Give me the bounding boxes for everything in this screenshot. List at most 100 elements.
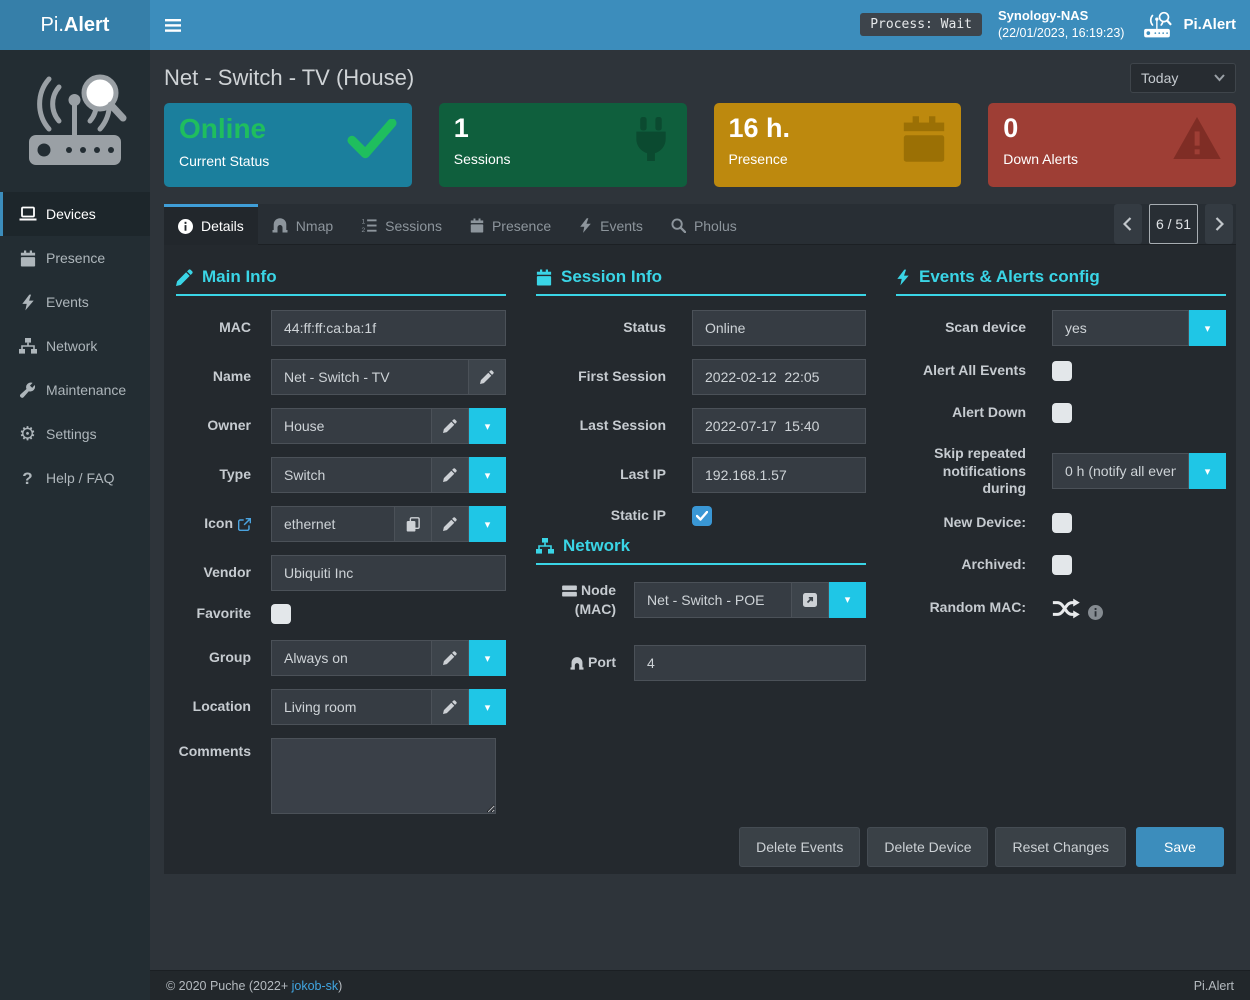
sidebar-item-help[interactable]: ? Help / FAQ bbox=[0, 456, 150, 500]
bolt-icon bbox=[897, 269, 909, 285]
sidebar-brand[interactable]: Pi. Alert bbox=[0, 0, 150, 50]
status-input[interactable] bbox=[692, 310, 866, 346]
type-input[interactable] bbox=[271, 457, 432, 493]
open-node-button[interactable] bbox=[792, 581, 829, 618]
hamburger-icon bbox=[165, 18, 181, 32]
edit-name-button[interactable] bbox=[469, 359, 506, 395]
page-title: Net - Switch - TV (House) bbox=[164, 65, 415, 90]
card-label: Down Alerts bbox=[1003, 151, 1078, 168]
delete-device-button[interactable]: Delete Device bbox=[867, 827, 989, 867]
archived-checkbox[interactable] bbox=[1052, 554, 1072, 575]
location-input[interactable] bbox=[271, 689, 432, 725]
card-sessions[interactable]: 1 Sessions bbox=[438, 103, 687, 187]
sidebar-item-devices[interactable]: Devices bbox=[0, 192, 150, 236]
mac-input[interactable] bbox=[271, 310, 506, 346]
chevron-right-icon bbox=[1215, 217, 1224, 231]
navbar-brand[interactable]: Pi.Alert bbox=[1140, 11, 1236, 39]
prev-device-button[interactable] bbox=[1113, 204, 1142, 244]
location-dropdown-button[interactable]: ▾ bbox=[469, 689, 506, 725]
icon-dropdown-button[interactable]: ▾ bbox=[469, 506, 506, 542]
svg-text:2: 2 bbox=[362, 227, 366, 234]
group-input[interactable] bbox=[271, 640, 432, 676]
field-label-archived: Archived: bbox=[961, 555, 1026, 572]
tab-events[interactable]: Events bbox=[565, 204, 657, 244]
group-dropdown-button[interactable]: ▾ bbox=[469, 640, 506, 676]
section-title: Network bbox=[563, 536, 631, 555]
sidebar-toggle-button[interactable] bbox=[150, 0, 196, 50]
port-input[interactable] bbox=[634, 644, 866, 681]
bolt-icon bbox=[18, 293, 37, 312]
icon-input[interactable] bbox=[271, 506, 395, 542]
field-label-first-session: First Session bbox=[578, 368, 666, 385]
static-ip-checkbox[interactable] bbox=[692, 506, 712, 526]
sidebar-item-maintenance[interactable]: Maintenance bbox=[0, 368, 150, 412]
edit-location-button[interactable] bbox=[432, 689, 469, 725]
last-ip-input[interactable] bbox=[692, 457, 866, 493]
host-info: Synology-NAS (22/01/2023, 16:19:23) bbox=[998, 8, 1125, 41]
edit-icon-button[interactable] bbox=[432, 506, 469, 542]
pencil-icon bbox=[443, 700, 457, 714]
alert-all-events-checkbox[interactable] bbox=[1052, 361, 1072, 381]
card-current-status[interactable]: Online Current Status bbox=[164, 103, 412, 187]
router-search-logo-icon bbox=[29, 74, 127, 165]
card-value: Online bbox=[179, 113, 267, 144]
field-label-last-session: Last Session bbox=[579, 417, 666, 434]
sidebar-item-network[interactable]: Network bbox=[0, 324, 150, 368]
sidebar-item-settings[interactable]: ⚙ Settings bbox=[0, 412, 150, 456]
info-icon[interactable] bbox=[1088, 604, 1103, 620]
process-status-badge: Process: Wait bbox=[860, 13, 982, 37]
copy-icon-button[interactable] bbox=[395, 506, 432, 542]
next-device-button[interactable] bbox=[1205, 204, 1233, 244]
edit-group-button[interactable] bbox=[432, 640, 469, 676]
card-label: Current Status bbox=[179, 152, 270, 169]
sidebar-item-presence[interactable]: Presence bbox=[0, 236, 150, 280]
name-input[interactable] bbox=[271, 359, 469, 395]
field-label-scan-device: Scan device bbox=[945, 319, 1026, 336]
action-buttons: Delete Events Delete Device Reset Change… bbox=[164, 827, 1236, 876]
external-link-icon[interactable] bbox=[238, 518, 251, 532]
edit-type-button[interactable] bbox=[432, 457, 469, 493]
vendor-input[interactable] bbox=[271, 555, 506, 591]
reset-changes-button[interactable]: Reset Changes bbox=[995, 827, 1126, 867]
footer-link[interactable]: jokob-sk bbox=[291, 978, 339, 993]
tab-details[interactable]: Details bbox=[164, 204, 258, 245]
tab-presence[interactable]: Presence bbox=[456, 204, 565, 244]
brand-text-pre: Pi. bbox=[40, 13, 64, 36]
new-device-checkbox[interactable] bbox=[1052, 512, 1072, 533]
skip-notifications-input[interactable] bbox=[1052, 453, 1189, 490]
owner-dropdown-button[interactable]: ▾ bbox=[469, 408, 506, 444]
comments-textarea[interactable] bbox=[271, 738, 496, 814]
page-indicator: 6 / 51 bbox=[1148, 204, 1198, 244]
delete-events-button[interactable]: Delete Events bbox=[739, 827, 861, 867]
type-dropdown-button[interactable]: ▾ bbox=[469, 457, 506, 493]
field-label-icon: Icon bbox=[176, 515, 251, 533]
scan-device-dropdown-button[interactable]: ▾ bbox=[1189, 310, 1226, 346]
card-down-alerts[interactable]: 0 Down Alerts bbox=[988, 103, 1236, 187]
sidebar-item-events[interactable]: Events bbox=[0, 280, 150, 324]
warning-icon bbox=[1173, 116, 1221, 160]
skip-notifications-dropdown-button[interactable]: ▾ bbox=[1189, 453, 1226, 490]
node-mac-input[interactable] bbox=[634, 581, 792, 618]
edit-owner-button[interactable] bbox=[432, 408, 469, 444]
tab-nmap[interactable]: Nmap bbox=[258, 204, 347, 244]
first-session-input[interactable] bbox=[692, 359, 866, 395]
scan-device-input[interactable] bbox=[1052, 310, 1189, 346]
last-session-input[interactable] bbox=[692, 408, 866, 444]
period-select[interactable]: Today bbox=[1130, 63, 1236, 93]
caret-down-icon: ▾ bbox=[484, 518, 491, 531]
field-label-name: Name bbox=[212, 368, 251, 385]
node-dropdown-button[interactable]: ▾ bbox=[829, 581, 866, 618]
card-presence[interactable]: 16 h. Presence bbox=[713, 103, 962, 187]
save-button[interactable]: Save bbox=[1136, 827, 1224, 867]
tab-label: Pholus bbox=[693, 217, 737, 234]
field-label-vendor: Vendor bbox=[203, 564, 251, 581]
favorite-checkbox[interactable] bbox=[271, 604, 291, 624]
brand-text-bold: Alert bbox=[63, 13, 110, 36]
owner-input[interactable] bbox=[271, 408, 432, 444]
field-label-location: Location bbox=[192, 698, 251, 715]
card-value: 16 h. bbox=[728, 113, 791, 143]
main-content: Net - Switch - TV (House) Today Online C… bbox=[150, 50, 1250, 970]
alert-down-checkbox[interactable] bbox=[1052, 403, 1072, 423]
tab-pholus[interactable]: Pholus bbox=[657, 204, 751, 244]
